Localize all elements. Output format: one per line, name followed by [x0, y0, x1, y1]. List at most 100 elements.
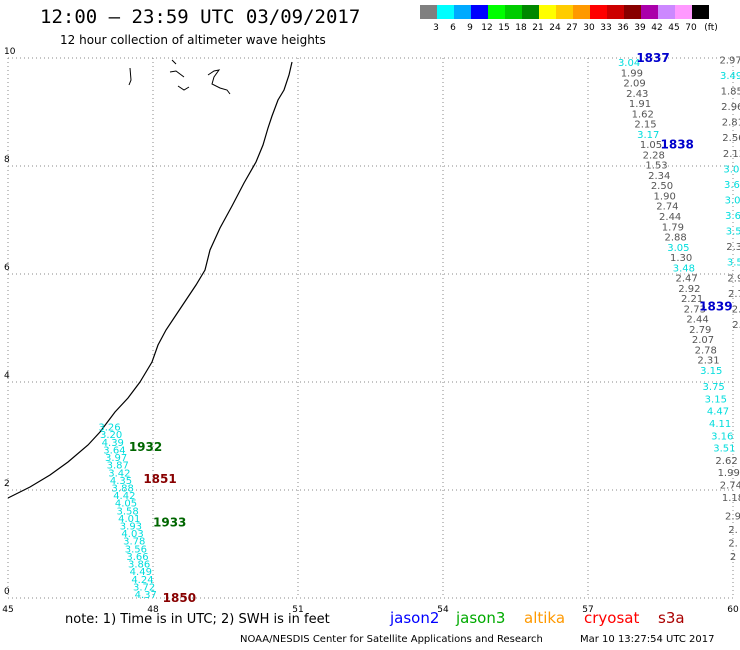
wave-height-label: 3.56: [125, 544, 147, 555]
wave-height-label: 2.96: [721, 102, 740, 113]
track-pass-1837: 3.041.992.092.431.911.622.153.171.052.28…: [618, 58, 722, 377]
island: [128, 67, 132, 86]
x-tick-label: 45: [2, 605, 13, 615]
legend-swatch: [556, 5, 573, 19]
legend-label: 45: [668, 23, 680, 33]
wave-height-label: 3.05: [723, 164, 740, 175]
island-group: [128, 59, 231, 95]
wave-height-label: 3.49: [720, 71, 740, 82]
wave-height-label: 2.09: [623, 79, 645, 90]
map-grid: [7, 57, 734, 599]
wave-height-label: 2.1: [732, 320, 740, 331]
wave-height-label: 1.99: [718, 468, 740, 479]
wave-height-label: 4.24: [131, 575, 153, 586]
pass-number-label: 1838: [661, 137, 694, 151]
pass-labels: 1837 1838 1839 1932 1933 1851 1850: [129, 51, 733, 605]
wave-height-label: 1.99: [621, 68, 643, 79]
coastline: [7, 61, 293, 499]
wave-height-label: 3.97: [105, 453, 127, 464]
wave-height-label: 4.42: [113, 491, 135, 502]
wave-height-label: 3.48: [673, 263, 695, 274]
wave-height-label: 3.58: [116, 506, 138, 517]
y-tick-label: 4: [4, 371, 10, 381]
wave-height-label: 2.70: [728, 289, 740, 300]
wave-height-label: 2.81: [722, 118, 740, 129]
wave-height-label: 3.16: [711, 431, 733, 442]
wave-height-label: 3.78: [123, 537, 145, 548]
axis-labels: 45 48 51 54 57 60 0 2 4 6 8 10: [2, 47, 739, 615]
wave-height-label: 2.47: [675, 274, 697, 285]
wave-height-label: 3.05: [667, 243, 689, 254]
legend-label: 15: [498, 23, 510, 33]
wave-height-label: 2.62: [715, 456, 737, 467]
wave-height-label: 1.53: [645, 161, 667, 172]
map-title: 12:00 — 23:59 UTC 03/09/2017: [40, 6, 361, 28]
wave-height-label: 4.03: [121, 529, 143, 540]
wave-height-label: 4.35: [110, 476, 132, 487]
satellite-name: s3a: [658, 609, 685, 627]
satellite-name: jason3: [456, 609, 506, 627]
wave-height-label: 1.05: [640, 140, 662, 151]
wave-height-label: 3.17: [637, 130, 659, 141]
legend-label: 36: [617, 23, 629, 33]
wave-height-label: 2.73: [684, 304, 706, 315]
wave-height-label: 2.44: [686, 315, 708, 326]
wave-height-label: 3.88: [112, 483, 134, 494]
wave-height-label: 3.26: [98, 423, 120, 434]
wave-height-label: 3.20: [100, 430, 122, 441]
legend-label: 18: [515, 23, 527, 33]
altimeter-tracks: 3.041.992.092.431.911.622.153.171.052.28…: [98, 55, 740, 601]
wave-height-label: 3.72: [133, 582, 155, 593]
wave-height-label: 2.74: [720, 481, 740, 492]
generated-timestamp: Mar 10 13:27:54 UTC 2017: [580, 634, 715, 645]
pass-number-label: 1932: [129, 440, 162, 454]
satellite-name: cryosat: [584, 609, 640, 627]
map-subtitle: 12 hour collection of altimeter wave hei…: [60, 33, 326, 47]
wave-height-label: 2: [730, 552, 736, 563]
wave-height-label: 3.64: [103, 445, 125, 456]
wave-height-label: 1.90: [654, 191, 676, 202]
legend-swatch: [692, 5, 709, 19]
legend-swatch: [658, 5, 675, 19]
wave-height-label: 2.13: [723, 149, 740, 160]
wave-height-label: 2.79: [689, 325, 711, 336]
legend-swatch: [675, 5, 692, 19]
satellite-name: jason2: [390, 609, 440, 627]
island: [207, 69, 231, 95]
pass-number-label: 1851: [143, 472, 176, 486]
wave-height-label: 3.42: [108, 468, 130, 479]
wave-height-label: 2.37: [726, 242, 740, 253]
track-pass-1838: 2.97 3.49 1.85 2.96 2.81 2.56 2.13 3.05 3.63 3.07…: [719, 55, 740, 331]
wave-height-label: 3.04: [618, 58, 640, 69]
wave-height-label: 3.87: [107, 461, 129, 472]
wave-height-label: 1.62: [632, 109, 654, 120]
legend-label: 42: [651, 23, 663, 33]
legend-swatch: [590, 5, 607, 19]
x-tick-label: 51: [292, 605, 303, 615]
wave-height-label: 3.15: [700, 366, 722, 377]
wave-height-label: 2.: [728, 525, 738, 536]
legend-swatch: [607, 5, 624, 19]
wave-height-label: 4.11: [709, 419, 731, 430]
legend-swatch: [522, 5, 539, 19]
wave-height-label: 4.47: [707, 407, 729, 418]
wave-height-label: 3.53: [727, 258, 740, 269]
wave-height-label: 2.92: [678, 284, 700, 295]
legend-label: 9: [467, 23, 473, 33]
wave-height-label: 3.86: [128, 560, 150, 571]
x-tick-label: 54: [437, 605, 449, 615]
wave-height-label: 2.74: [656, 202, 678, 213]
wave-height-label: 3.66: [126, 552, 148, 563]
legend-label: 33: [600, 23, 612, 33]
y-tick-label: 10: [4, 47, 16, 57]
pass-number-label: 1837: [636, 51, 669, 65]
legend-swatch: [624, 5, 641, 19]
wave-height-label: 1.79: [662, 222, 684, 233]
wave-height-label: 3.15: [705, 394, 727, 405]
wave-height-label: 2.56: [722, 133, 740, 144]
legend-label: 24: [549, 23, 561, 33]
wave-height-label: 3.58: [726, 227, 740, 238]
legend-label: 3: [433, 23, 439, 33]
wave-height-label: 2.50: [651, 181, 673, 192]
